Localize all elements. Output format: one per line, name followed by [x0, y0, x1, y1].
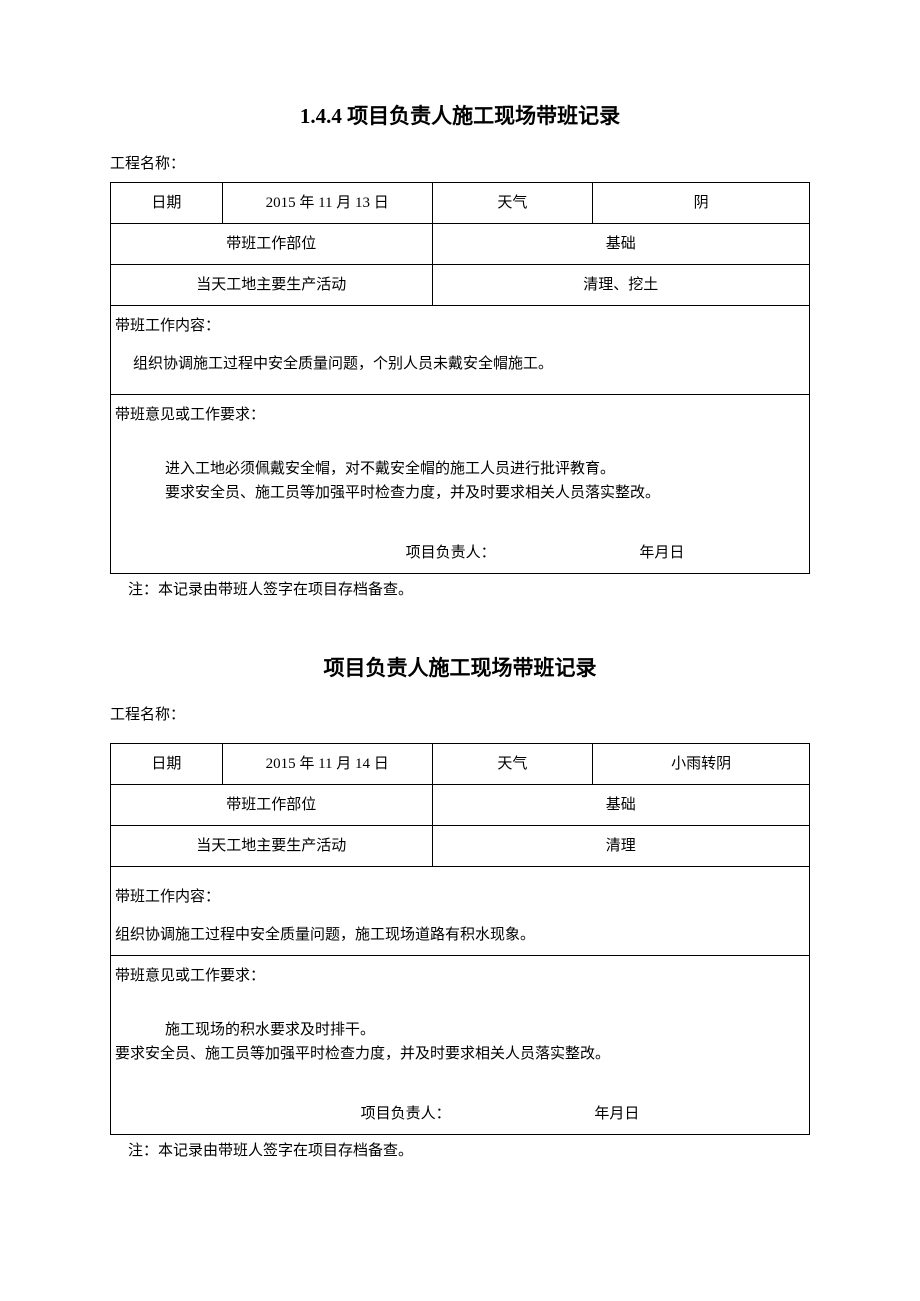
date-label: 日期 — [111, 182, 223, 223]
row-work-content: 带班工作内容： 组织协调施工过程中安全质量问题，个别人员未戴安全帽施工。 — [111, 305, 810, 394]
record-title-1: 1.4.4 项目负责人施工现场带班记录 — [110, 100, 810, 134]
weather-label-2: 天气 — [432, 744, 593, 785]
signature-line-2: 项目负责人： 年月日 — [115, 1102, 805, 1126]
row-main-activity-2: 当天工地主要生产活动 清理 — [111, 826, 810, 867]
main-activity-label: 当天工地主要生产活动 — [111, 264, 433, 305]
weather-value: 阴 — [593, 182, 810, 223]
record-block-2: 项目负责人施工现场带班记录 工程名称： 日期 2015 年 11 月 14 日 … — [110, 652, 810, 1164]
project-name-label-1: 工程名称： — [110, 152, 810, 176]
note-2: 注：本记录由带班人签字在项目存档备查。 — [110, 1139, 810, 1163]
main-activity-value-2: 清理 — [432, 826, 809, 867]
work-content-value-2: 组织协调施工过程中安全质量问题，施工现场道路有积水现象。 — [115, 923, 805, 947]
date-signature-2: 年月日 — [594, 1106, 639, 1122]
work-position-label-2: 带班工作部位 — [111, 785, 433, 826]
date-label-2: 日期 — [111, 744, 223, 785]
opinion-line2-2: 要求安全员、施工员等加强平时检查力度，并及时要求相关人员落实整改。 — [115, 1042, 805, 1066]
signature-line: 项目负责人： 年月日 — [115, 541, 805, 565]
work-position-label: 带班工作部位 — [111, 223, 433, 264]
work-position-value-2: 基础 — [432, 785, 809, 826]
row-opinion-2: 带班意见或工作要求： 施工现场的积水要求及时排干。 要求安全员、施工员等加强平时… — [111, 956, 810, 1135]
row-date-weather: 日期 2015 年 11 月 13 日 天气 阴 — [111, 182, 810, 223]
row-work-position: 带班工作部位 基础 — [111, 223, 810, 264]
row-work-content-2: 带班工作内容： 组织协调施工过程中安全质量问题，施工现场道路有积水现象。 — [111, 867, 810, 956]
row-main-activity: 当天工地主要生产活动 清理、挖土 — [111, 264, 810, 305]
work-position-value: 基础 — [432, 223, 809, 264]
record-table-2: 日期 2015 年 11 月 14 日 天气 小雨转阴 带班工作部位 基础 当天… — [110, 743, 810, 1135]
main-activity-value: 清理、挖土 — [432, 264, 809, 305]
date-value-2: 2015 年 11 月 14 日 — [222, 744, 432, 785]
row-work-position-2: 带班工作部位 基础 — [111, 785, 810, 826]
work-content-label: 带班工作内容： — [115, 314, 805, 338]
work-content-value: 组织协调施工过程中安全质量问题，个别人员未戴安全帽施工。 — [115, 352, 805, 376]
date-value: 2015 年 11 月 13 日 — [222, 182, 432, 223]
work-content-label-2: 带班工作内容： — [115, 885, 805, 909]
weather-label: 天气 — [432, 182, 593, 223]
opinion-line1-2: 施工现场的积水要求及时排干。 — [115, 1018, 805, 1042]
date-signature: 年月日 — [639, 545, 684, 561]
record-title-2: 项目负责人施工现场带班记录 — [110, 652, 810, 686]
opinion-line2: 要求安全员、施工员等加强平时检查力度，并及时要求相关人员落实整改。 — [115, 481, 805, 505]
opinion-label: 带班意见或工作要求： — [115, 403, 805, 427]
row-opinion: 带班意见或工作要求： 进入工地必须佩戴安全帽，对不戴安全帽的施工人员进行批评教育… — [111, 394, 810, 573]
row-date-weather-2: 日期 2015 年 11 月 14 日 天气 小雨转阴 — [111, 744, 810, 785]
manager-label: 项目负责人： — [406, 541, 496, 565]
manager-label-2: 项目负责人： — [361, 1102, 451, 1126]
weather-value-2: 小雨转阴 — [593, 744, 810, 785]
project-name-label-2: 工程名称： — [110, 703, 810, 727]
record-block-1: 1.4.4 项目负责人施工现场带班记录 工程名称： 日期 2015 年 11 月… — [110, 100, 810, 602]
main-activity-label-2: 当天工地主要生产活动 — [111, 826, 433, 867]
note-1: 注：本记录由带班人签字在项目存档备查。 — [110, 578, 810, 602]
record-table-1: 日期 2015 年 11 月 13 日 天气 阴 带班工作部位 基础 当天工地主… — [110, 182, 810, 574]
opinion-label-2: 带班意见或工作要求： — [115, 964, 805, 988]
opinion-line1: 进入工地必须佩戴安全帽，对不戴安全帽的施工人员进行批评教育。 — [115, 457, 805, 481]
